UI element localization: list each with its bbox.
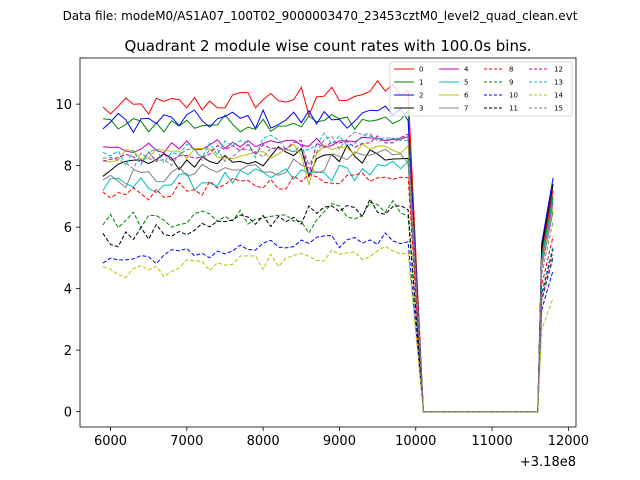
legend-label-10: 10 <box>509 92 518 100</box>
y-tick-label: 0 <box>64 406 72 421</box>
series-line-8 <box>102 172 554 413</box>
figure-suptitle: Data file: modeM0/AS1A07_100T02_90000034… <box>63 9 578 23</box>
y-tick-label: 8 <box>64 160 72 175</box>
x-offset-label: +3.18e8 <box>520 455 576 470</box>
x-tick-label: 11000 <box>471 434 512 449</box>
legend-label-0: 0 <box>419 66 423 74</box>
plot-frame <box>79 57 577 428</box>
legend-label-15: 15 <box>554 105 563 113</box>
legend-label-1: 1 <box>419 79 423 87</box>
series-line-15 <box>102 131 554 413</box>
chart-title: Quadrant 2 module wise count rates with … <box>124 37 531 55</box>
legend-label-5: 5 <box>464 79 468 87</box>
x-tick-label: 8000 <box>247 434 280 449</box>
legend-label-12: 12 <box>554 66 563 74</box>
legend-box <box>389 61 573 117</box>
series-lines <box>102 79 554 413</box>
x-tick-label: 6000 <box>94 434 127 449</box>
legend-label-3: 3 <box>419 105 423 113</box>
legend-label-2: 2 <box>419 92 423 100</box>
legend-label-7: 7 <box>464 105 468 113</box>
legend-label-14: 14 <box>554 92 563 100</box>
x-tick-label: 10000 <box>395 434 436 449</box>
y-tick-label: 2 <box>64 344 72 359</box>
x-tick-label: 7000 <box>170 434 203 449</box>
y-tick-label: 4 <box>64 283 72 298</box>
legend-label-8: 8 <box>509 66 513 74</box>
legend-label-6: 6 <box>464 92 469 100</box>
legend-label-11: 11 <box>509 105 518 113</box>
legend-label-9: 9 <box>509 79 513 87</box>
legend-label-4: 4 <box>464 66 469 74</box>
y-tick-label: 10 <box>55 98 72 113</box>
x-tick-label: 12000 <box>548 434 589 449</box>
x-tick-label: 9000 <box>323 434 356 449</box>
series-line-14 <box>102 245 554 413</box>
y-tick-label: 6 <box>64 221 72 236</box>
legend-label-13: 13 <box>554 79 563 87</box>
